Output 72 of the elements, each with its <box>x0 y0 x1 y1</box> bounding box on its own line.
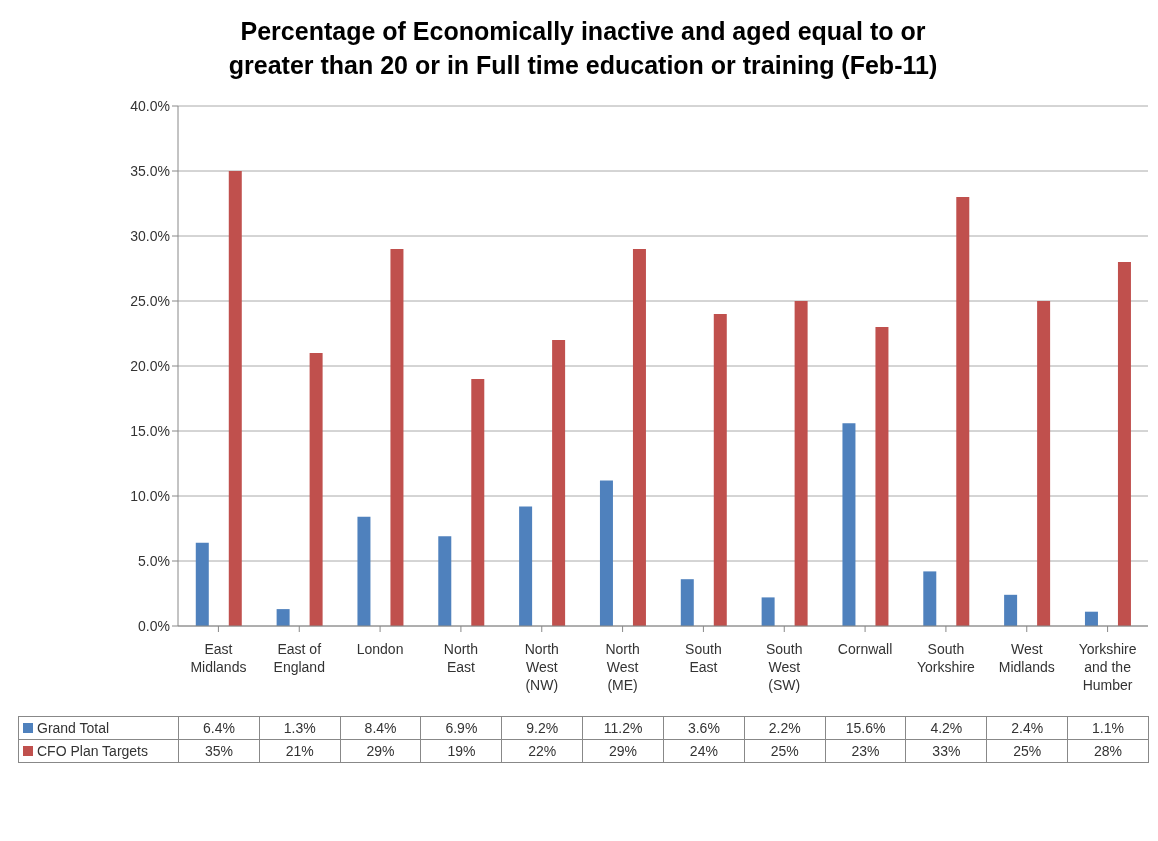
x-tick-label: Yorkshire and the Humber <box>1078 641 1137 693</box>
data-label: 19% <box>420 739 502 763</box>
data-label: 25% <box>986 739 1068 763</box>
data-label: 33% <box>905 739 987 763</box>
x-tick-label: North West (ME) <box>605 641 640 693</box>
x-tick-label: South Yorkshire <box>916 641 976 675</box>
x-tick-label: South West (SW) <box>765 641 803 693</box>
data-label: 2.2% <box>744 716 826 740</box>
bar <box>599 480 613 626</box>
bar <box>1084 611 1098 626</box>
x-tick-label: East of England <box>273 641 325 675</box>
bar <box>923 571 937 626</box>
chart-title: Percentage of Economically inactive and aged equal to or greater than 20 or in Full time education or training (Feb-11) <box>227 16 939 81</box>
bar <box>761 597 775 626</box>
bar <box>794 301 808 626</box>
bar <box>390 249 404 626</box>
bar <box>680 579 694 626</box>
bar <box>713 314 727 626</box>
data-label: 25% <box>744 739 826 763</box>
x-tick-label: West Midlands <box>998 641 1055 675</box>
data-label: 3.6% <box>663 716 745 740</box>
bar <box>842 423 856 626</box>
bar <box>1004 594 1018 626</box>
bar <box>309 353 323 626</box>
data-label: 2.4% <box>986 716 1068 740</box>
y-tick-label: 10.0% <box>130 487 170 504</box>
bar <box>875 327 889 626</box>
bar <box>956 197 970 626</box>
data-label: 1.3% <box>259 716 341 740</box>
x-tick-label: Cornwall <box>837 641 893 657</box>
y-tick-label: 30.0% <box>130 227 170 244</box>
data-label: 29% <box>340 739 421 763</box>
legend-label: CFO Plan Targets <box>18 739 179 763</box>
bar <box>632 249 646 626</box>
y-tick-label: 0.0% <box>138 617 170 634</box>
data-label: 6.9% <box>420 716 502 740</box>
y-tick-label: 25.0% <box>130 292 170 309</box>
data-label: 28% <box>1067 739 1149 763</box>
bar <box>438 536 452 626</box>
x-tick-label: London <box>356 641 404 657</box>
data-label: 15.6% <box>825 716 906 740</box>
bar <box>519 506 533 626</box>
data-label: 1.1% <box>1067 716 1149 740</box>
bar <box>195 542 209 626</box>
bar <box>1037 301 1051 626</box>
data-label: 21% <box>259 739 341 763</box>
data-label: 9.2% <box>501 716 583 740</box>
y-tick-label: 5.0% <box>138 552 170 569</box>
data-label: 22% <box>501 739 583 763</box>
data-label: 24% <box>663 739 745 763</box>
bar <box>1117 262 1131 626</box>
bar <box>552 340 566 626</box>
data-label: 11.2% <box>582 716 664 740</box>
x-tick-label: South East <box>685 641 722 675</box>
data-label: 35% <box>178 739 260 763</box>
y-tick-label: 15.0% <box>130 422 170 439</box>
data-label: 23% <box>825 739 906 763</box>
x-tick-label: East Midlands <box>190 641 247 675</box>
y-tick-label: 35.0% <box>130 162 170 179</box>
legend-label: Grand Total <box>18 716 179 740</box>
bar <box>228 171 242 626</box>
bar <box>276 609 290 626</box>
bar <box>357 516 371 626</box>
data-label: 29% <box>582 739 664 763</box>
y-tick-label: 40.0% <box>130 97 170 114</box>
x-tick-label: North East <box>443 641 479 675</box>
data-label: 8.4% <box>340 716 421 740</box>
data-label: 4.2% <box>905 716 987 740</box>
bar <box>471 379 485 626</box>
x-tick-label: North West (NW) <box>524 641 559 693</box>
data-label: 6.4% <box>178 716 260 740</box>
y-tick-label: 20.0% <box>130 357 170 374</box>
